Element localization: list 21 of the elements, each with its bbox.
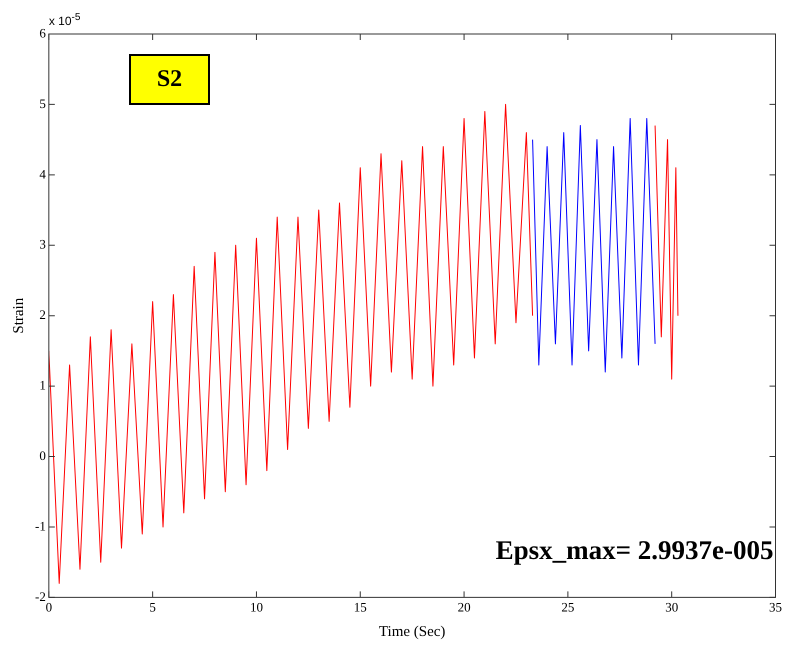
x-tick-label: 20 [458, 600, 471, 615]
x-tick-label: 15 [354, 600, 367, 615]
y-tick-label: -2 [34, 588, 46, 604]
y-tick-label: 2 [39, 307, 46, 322]
x-tick-label: 35 [769, 600, 782, 615]
y-tick-label: 6 [39, 25, 46, 40]
x-tick-label: 30 [665, 600, 678, 615]
y-axis-title: Strain [10, 297, 27, 334]
text: x 10$^{-5}$ [48, 12, 80, 28]
y-tick-label: -1 [34, 518, 46, 534]
y-tick-label: 3 [39, 236, 46, 252]
y-tick-label: 4 [39, 166, 46, 182]
annotation: S2 [128, 54, 210, 105]
x-tick-label: 25 [561, 600, 574, 615]
x-axis-title: Time (Sec) [378, 624, 446, 640]
y-tick-label: 5 [39, 96, 46, 111]
x-tick-label: 10 [250, 600, 263, 615]
y-tick-label: 0 [39, 448, 46, 463]
annotation: Epsx_max= 2.9937e-005 [496, 535, 774, 566]
x-tick-label: 5 [149, 600, 156, 615]
y-tick-label: 1 [39, 378, 46, 393]
